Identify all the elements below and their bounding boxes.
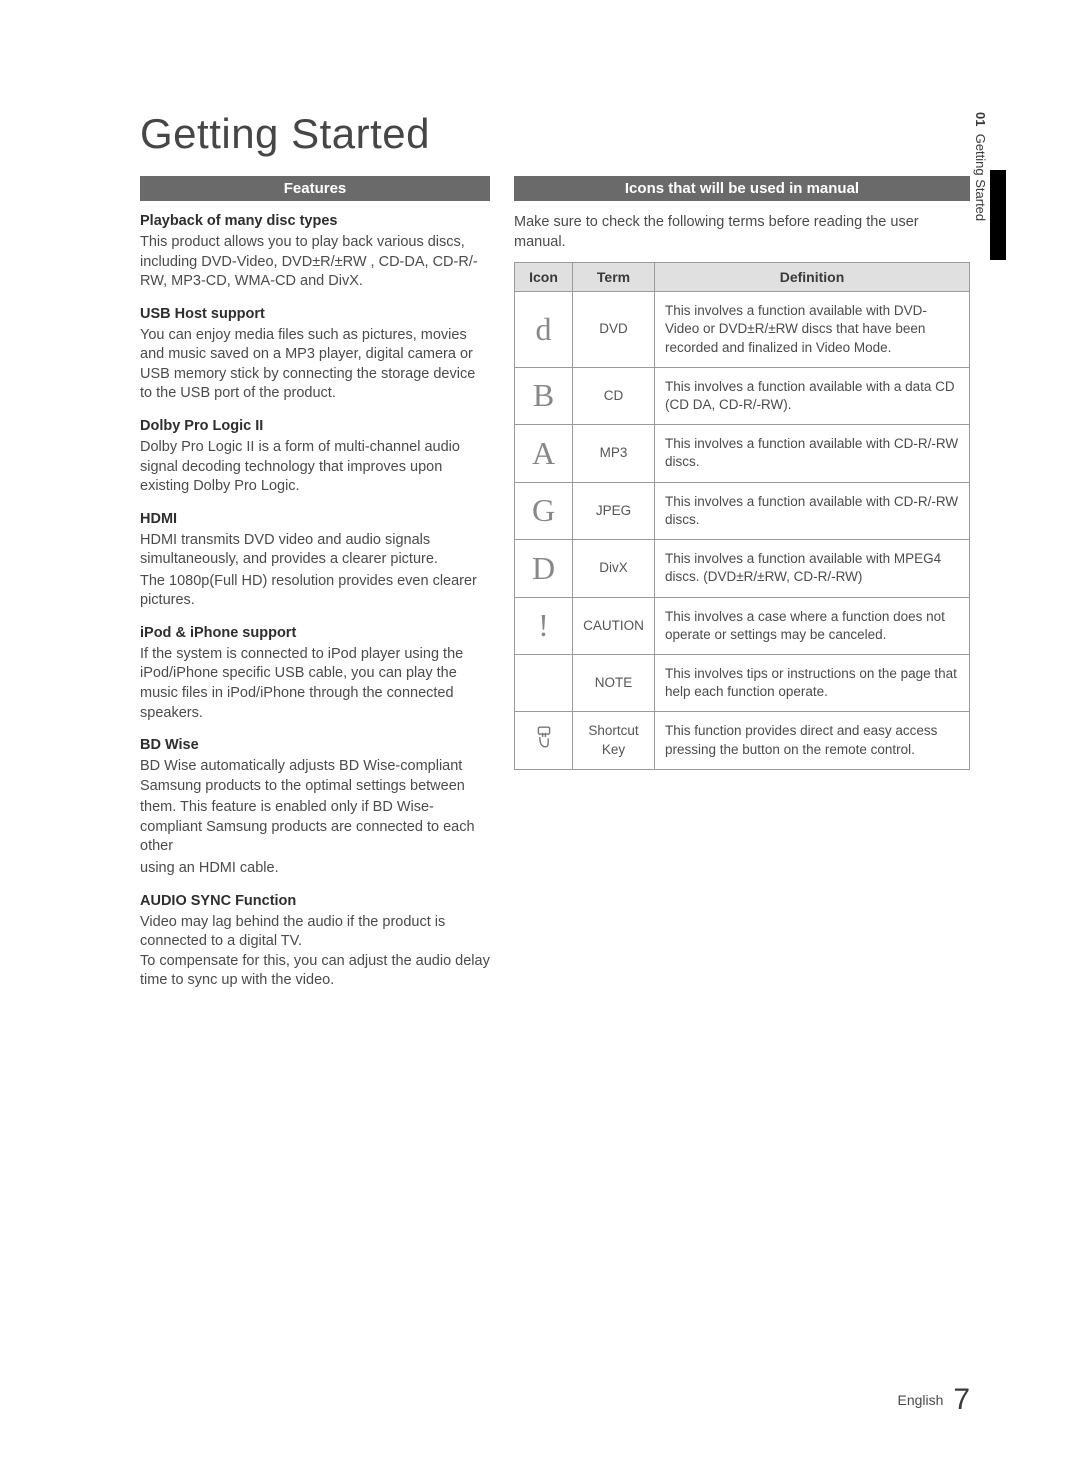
term-cell: MP3 bbox=[573, 425, 655, 482]
th-def: Definition bbox=[655, 263, 970, 292]
footer-lang: English bbox=[898, 1392, 944, 1408]
icons-header: Icons that will be used in manual bbox=[514, 176, 970, 201]
feature-title: USB Host support bbox=[140, 306, 490, 322]
page-title: Getting Started bbox=[140, 110, 970, 158]
icons-column: Icons that will be used in manual Make s… bbox=[514, 176, 970, 993]
def-cell: This involves tips or instructions on th… bbox=[655, 654, 970, 711]
page-footer: English 7 bbox=[898, 1383, 971, 1417]
term-cell: DVD bbox=[573, 292, 655, 368]
table-row: Shortcut KeyThis function provides direc… bbox=[515, 712, 970, 769]
feature-title: HDMI bbox=[140, 511, 490, 527]
icon-cell: ! bbox=[515, 597, 573, 654]
table-row: AMP3This involves a function available w… bbox=[515, 425, 970, 482]
icon-cell: d bbox=[515, 292, 573, 368]
th-icon: Icon bbox=[515, 263, 573, 292]
feature-title: AUDIO SYNC Function bbox=[140, 893, 490, 909]
side-tab-label: Getting Started bbox=[973, 134, 988, 221]
feature-title: Dolby Pro Logic II bbox=[140, 418, 490, 434]
table-row: BCDThis involves a function available wi… bbox=[515, 367, 970, 424]
side-tab-num: 01 bbox=[973, 112, 988, 126]
icon-cell: G bbox=[515, 482, 573, 539]
term-cell: CAUTION bbox=[573, 597, 655, 654]
th-term: Term bbox=[573, 263, 655, 292]
table-row: dDVDThis involves a function available w… bbox=[515, 292, 970, 368]
icon-cell bbox=[515, 712, 573, 769]
feature-title: BD Wise bbox=[140, 737, 490, 753]
term-cell: Shortcut Key bbox=[573, 712, 655, 769]
icon-cell: D bbox=[515, 540, 573, 597]
feature-text: Video may lag behind the audio if the pr… bbox=[140, 913, 490, 991]
feature-text: This product allows you to play back var… bbox=[140, 233, 490, 292]
term-cell: CD bbox=[573, 367, 655, 424]
icon-cell bbox=[515, 654, 573, 711]
def-cell: This involves a function available with … bbox=[655, 540, 970, 597]
side-tab-marker bbox=[990, 170, 1006, 260]
shortcut-icon bbox=[530, 723, 558, 751]
term-cell: NOTE bbox=[573, 654, 655, 711]
def-cell: This involves a function available with … bbox=[655, 425, 970, 482]
def-cell: This involves a function available with … bbox=[655, 482, 970, 539]
side-tab-text: 01 Getting Started bbox=[973, 112, 988, 221]
feature-text: The 1080p(Full HD) resolution provides e… bbox=[140, 572, 490, 611]
feature-text: If the system is connected to iPod playe… bbox=[140, 645, 490, 723]
icon-cell: B bbox=[515, 367, 573, 424]
def-cell: This involves a function available with … bbox=[655, 292, 970, 368]
def-cell: This involves a case where a function do… bbox=[655, 597, 970, 654]
table-row: NOTEThis involves tips or instructions o… bbox=[515, 654, 970, 711]
feature-text: BD Wise automatically adjusts BD Wise-co… bbox=[140, 757, 490, 796]
def-cell: This function provides direct and easy a… bbox=[655, 712, 970, 769]
feature-title: Playback of many disc types bbox=[140, 213, 490, 229]
term-cell: JPEG bbox=[573, 482, 655, 539]
table-row: DDivXThis involves a function available … bbox=[515, 540, 970, 597]
feature-text: You can enjoy media files such as pictur… bbox=[140, 326, 490, 404]
table-row: !CAUTIONThis involves a case where a fun… bbox=[515, 597, 970, 654]
footer-pagenum: 7 bbox=[953, 1383, 970, 1416]
icon-table: Icon Term Definition dDVDThis involves a… bbox=[514, 262, 970, 770]
features-header: Features bbox=[140, 176, 490, 201]
icon-cell: A bbox=[515, 425, 573, 482]
feature-text: them. This feature is enabled only if BD… bbox=[140, 798, 490, 857]
def-cell: This involves a function available with … bbox=[655, 367, 970, 424]
feature-text: using an HDMI cable. bbox=[140, 859, 490, 879]
icons-intro: Make sure to check the following terms b… bbox=[514, 213, 970, 252]
feature-title: iPod & iPhone support bbox=[140, 625, 490, 641]
feature-text: Dolby Pro Logic II is a form of multi-ch… bbox=[140, 438, 490, 497]
features-column: Features Playback of many disc types This… bbox=[140, 176, 490, 993]
feature-text: HDMI transmits DVD video and audio signa… bbox=[140, 531, 490, 570]
term-cell: DivX bbox=[573, 540, 655, 597]
table-row: GJPEGThis involves a function available … bbox=[515, 482, 970, 539]
